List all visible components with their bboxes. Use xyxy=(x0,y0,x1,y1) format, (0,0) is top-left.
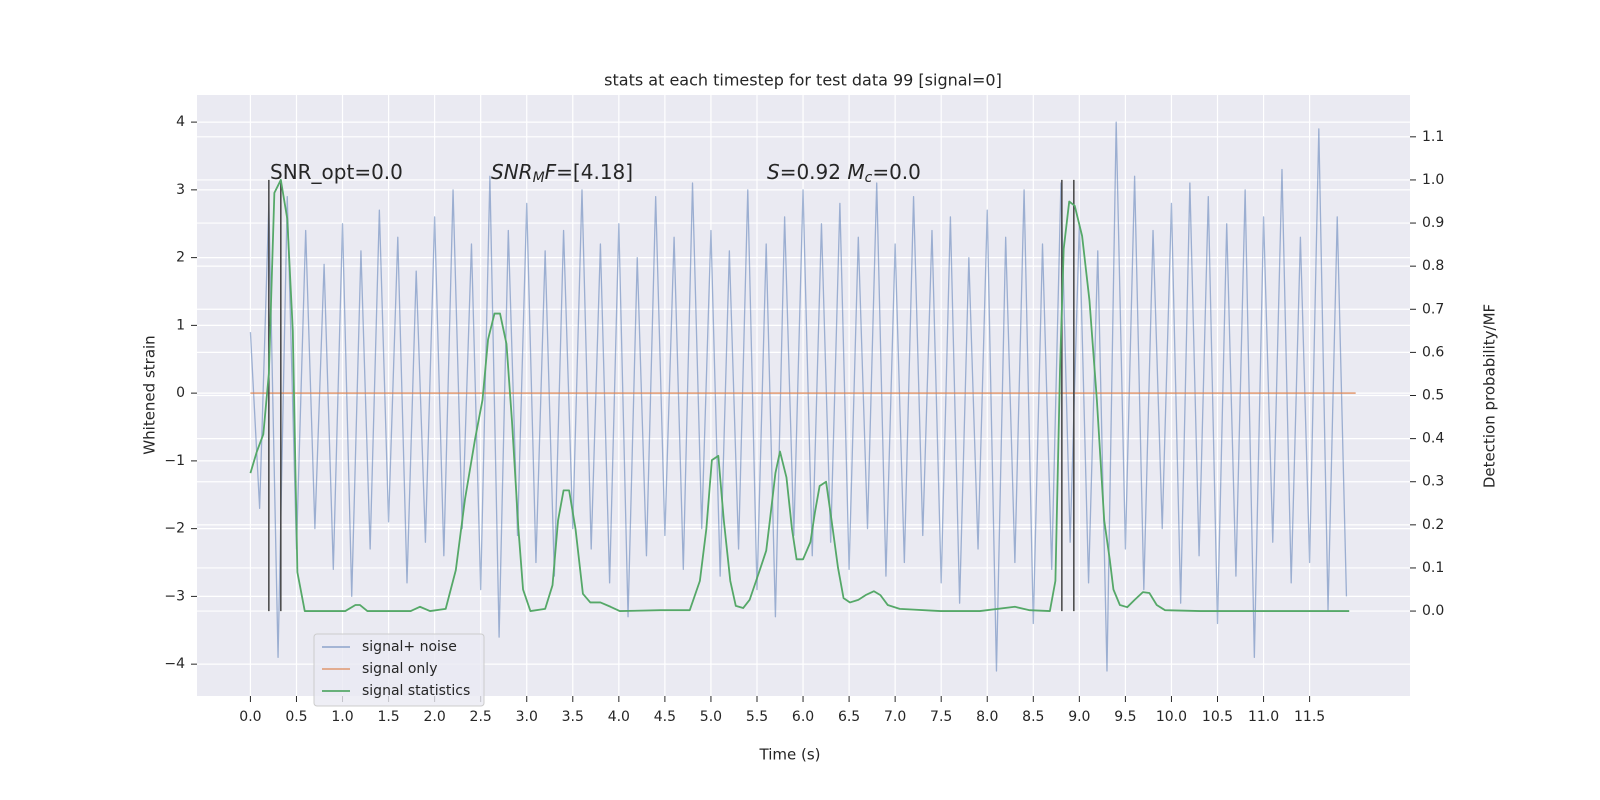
y2-tick-label: 0.8 xyxy=(1422,258,1444,274)
y2-tick-label: 1.1 xyxy=(1422,129,1444,145)
annotation-part: M xyxy=(533,170,545,186)
y2-tick-label: 0.1 xyxy=(1422,560,1444,576)
y2-tick-label: 0.7 xyxy=(1422,301,1444,317)
x-tick-label: 2.0 xyxy=(423,709,445,725)
y-tick-label: 1 xyxy=(176,317,185,333)
legend-label: signal only xyxy=(362,661,437,677)
y-tick-label: 0 xyxy=(176,385,185,401)
y2-tick-label: 0.9 xyxy=(1422,215,1444,231)
plot-area xyxy=(249,121,1356,672)
annotation: SNRMF=[4.18] xyxy=(491,160,633,187)
x-tick-label: 2.5 xyxy=(470,709,492,725)
x-tick-label: 11.0 xyxy=(1248,709,1279,725)
x-tick-label: 0.0 xyxy=(239,709,261,725)
chart-title: stats at each timestep for test data 99 … xyxy=(604,71,1002,90)
x-tick-label: 6.5 xyxy=(838,709,860,725)
x-tick-label: 3.5 xyxy=(562,709,584,725)
x-tick-label: 8.5 xyxy=(1022,709,1044,725)
x-tick-label: 1.0 xyxy=(331,709,353,725)
y2-axis-label: Detection probability/MF xyxy=(1481,304,1499,488)
y-tick-label: 2 xyxy=(176,250,185,266)
x-tick-label: 4.0 xyxy=(608,709,630,725)
annotation-part: =0.92 xyxy=(780,160,848,184)
x-tick-label: 9.0 xyxy=(1068,709,1090,725)
x-tick-label: 7.0 xyxy=(884,709,906,725)
y-tick-label: −2 xyxy=(164,521,185,537)
y-tick-label: 3 xyxy=(176,182,185,198)
x-tick-label: 3.0 xyxy=(516,709,538,725)
y-axis-label: Whitened strain xyxy=(141,335,159,454)
x-tick-label: 5.0 xyxy=(700,709,722,725)
annotation-part: =0.0 xyxy=(872,160,921,184)
x-tick-label: 7.5 xyxy=(930,709,952,725)
x-tick-label: 8.0 xyxy=(976,709,998,725)
y2-tick-label: 0.5 xyxy=(1422,388,1444,404)
x-tick-label: 4.5 xyxy=(654,709,676,725)
x-axis-label: Time (s) xyxy=(759,746,821,764)
x-tick-label: 10.0 xyxy=(1156,709,1187,725)
y2-tick-label: 0.4 xyxy=(1422,431,1444,447)
x-tick-label: 9.5 xyxy=(1114,709,1136,725)
y-tick-label: −4 xyxy=(164,656,185,672)
legend-label: signal+ noise xyxy=(362,639,457,655)
annotation: SNR_opt=0.0 xyxy=(270,160,403,184)
y-tick-label: 4 xyxy=(176,114,185,130)
annotation-part: c xyxy=(865,170,873,186)
y-tick-label: −3 xyxy=(164,588,185,604)
x-tick-label: 0.5 xyxy=(285,709,307,725)
series-line xyxy=(249,121,1348,672)
y2-tick-label: 0.3 xyxy=(1422,474,1444,490)
legend-box xyxy=(313,633,485,707)
annotation-part: =[4.18] xyxy=(556,160,633,184)
y2-tick-label: 0.6 xyxy=(1422,344,1444,360)
x-tick-label: 6.0 xyxy=(792,709,814,725)
y-tick-label: −1 xyxy=(164,453,185,469)
annotation-part: F xyxy=(545,160,557,184)
x-tick-label: 1.5 xyxy=(377,709,399,725)
x-tick-label: 5.5 xyxy=(746,709,768,725)
annotation-part: S xyxy=(767,160,780,184)
y2-tick-label: 0.2 xyxy=(1422,517,1444,533)
annotation-part: M xyxy=(847,160,864,184)
x-tick-label: 11.5 xyxy=(1294,709,1325,725)
annotation-part: SNR_opt=0.0 xyxy=(270,160,403,184)
annotation-part: SNR xyxy=(491,160,533,184)
annotation: S=0.92 Mc=0.0 xyxy=(767,160,921,187)
x-tick-label: 10.5 xyxy=(1202,709,1233,725)
y2-tick-label: 1.0 xyxy=(1422,172,1444,188)
series-line xyxy=(249,179,1350,612)
legend-label: signal statistics xyxy=(362,683,470,699)
y2-tick-label: 0.0 xyxy=(1422,603,1444,619)
